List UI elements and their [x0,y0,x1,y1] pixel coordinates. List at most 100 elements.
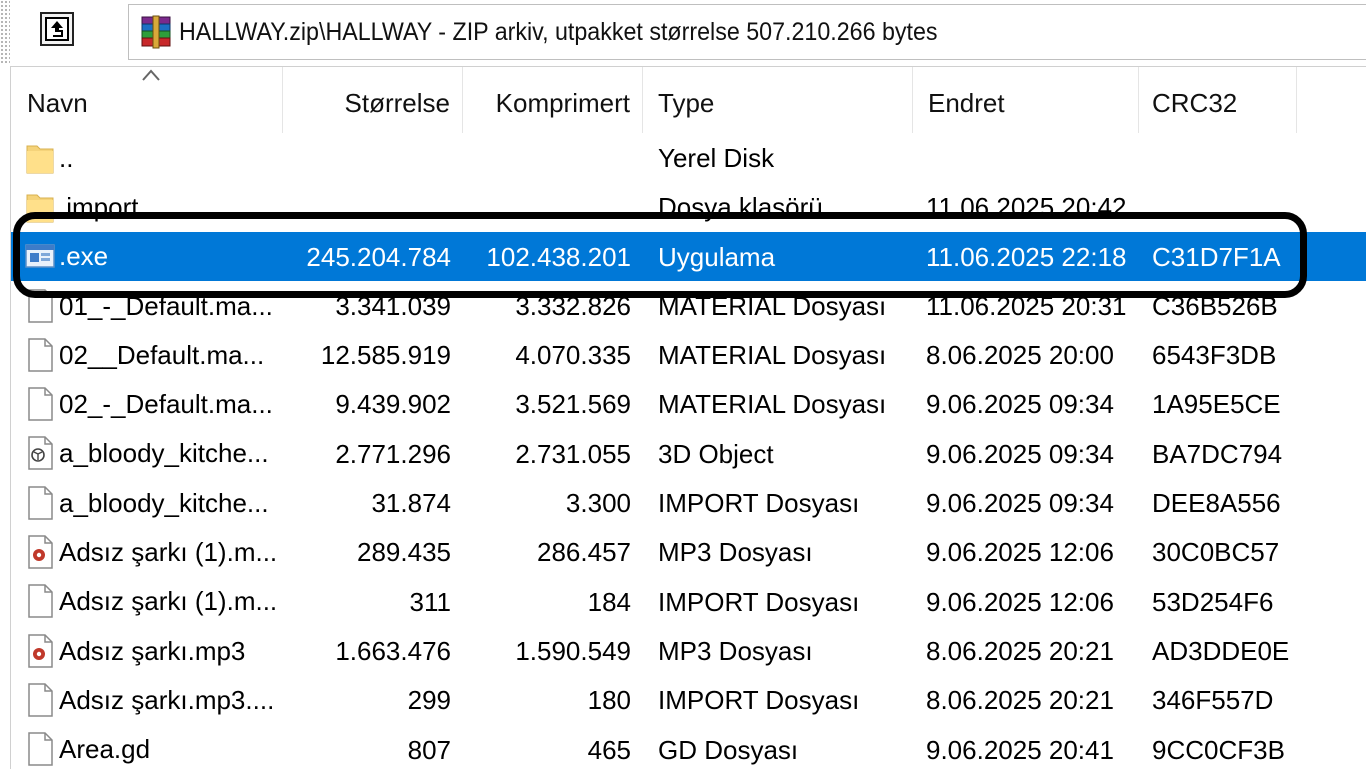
file-type: MP3 Dosyası [658,537,813,568]
file-modified: 11.06.2025 22:18 [926,241,1127,272]
file-name: Adsız şarkı.mp3.... [25,675,287,724]
file-size: 289.435 [357,537,451,568]
file-size [299,182,451,231]
file-size: 807 [407,734,451,765]
file-compressed-size: 3.521.569 [515,389,631,420]
file-row[interactable]: Adsız şarkı (1).m... 311 184 IMPORT Dosyası… [11,577,1366,626]
file-modified: 9.06.2025 12:06 [926,586,1114,617]
file-size: 9.439.902 [335,389,451,420]
file-name-label: Adsız şarkı.mp3 [59,635,246,666]
file-compressed-size: 2.731.055 [515,438,631,469]
file-compressed-size: 1.590.549 [515,635,631,666]
file-name-label: Area.gd [59,734,151,765]
file-row[interactable]: 02_-_Default.ma... 9.439.902 3.521.569 MATE… [11,379,1366,428]
column-compressed[interactable]: Komprimert [463,67,643,133]
file-row[interactable]: .. Yerel Disk [11,133,1366,182]
file-compressed-size: 180 [587,685,631,716]
column-size-label: Størrelse [344,88,450,118]
file-row[interactable]: Adsız şarkı.mp3.... 299 180 IMPORT Dosyası 8… [11,675,1366,724]
column-crc-label: CRC32 [1152,88,1238,118]
file-name-label: Adsız şarkı (1).m... [59,537,278,568]
file-crc: C31D7F1A [1152,241,1281,272]
file-list[interactable]: Navn Størrelse Komprimert Type Endret CR… [10,66,1366,769]
file-modified: 8.06.2025 20:00 [926,340,1114,371]
file-icon [28,387,53,421]
file-compressed-size: 184 [587,586,631,617]
file-modified: 8.06.2025 20:21 [926,635,1114,666]
file-name: 02_-_Default.ma... [25,379,287,428]
file-row[interactable]: Area.gd 807 465 GD Dosyası 9.06.2025 20:41 9C… [11,725,1366,769]
file-compressed-size: 102.438.201 [486,241,631,272]
file-type: IMPORT Dosyası [658,586,860,617]
file-crc: C36B526B [1152,290,1278,321]
file-name-label: .exe [59,241,109,272]
file-type: Dosya klasörü [658,192,823,223]
file-compressed-size: 3.332.826 [515,290,631,321]
address-bar: HALLWAY.zip\HALLWAY - ZIP arkiv, utpakke… [0,0,1366,64]
archive-path-text: HALLWAY.zip\HALLWAY - ZIP arkiv, utpakke… [179,17,938,46]
file-row-selected[interactable]: .exe 245.204.784 102.438.201 Uygulama 11.06.… [11,231,1366,281]
column-size[interactable]: Størrelse [283,67,463,133]
column-name-label: Navn [27,88,88,118]
file-crc: 30C0BC57 [1152,537,1280,568]
file-icon [28,683,53,717]
file-name-label: a_bloody_kitche... [59,487,269,518]
up-one-level-button[interactable] [40,12,74,46]
toolbar-grip [0,0,10,64]
file-size: 245.204.784 [306,241,451,272]
file-crc: BA7DC794 [1152,438,1283,469]
file-name-label: Adsız şarkı (1).m... [59,586,278,617]
file-name: 02__Default.ma... [25,330,287,379]
file-name: a_bloody_kitche... [25,429,287,478]
file-compressed-size [471,182,631,231]
file-modified: 9.06.2025 09:34 [926,488,1114,519]
file-row[interactable]: 01_-_Default.ma... 3.341.039 3.332.826 MATE… [11,281,1366,330]
audio-file-icon [28,633,53,668]
file-type: Yerel Disk [658,143,775,173]
file-row[interactable]: 02__Default.ma... 12.585.919 4.070.335 MATE… [11,330,1366,379]
file-type: Uygulama [658,241,776,272]
column-type[interactable]: Type [643,67,913,133]
file-compressed-size: 4.070.335 [515,340,631,371]
column-modified[interactable]: Endret [913,67,1139,133]
file-name: Adsız şarkı (1).m... [25,527,287,576]
file-size: 1.663.476 [335,635,451,666]
file-crc: 6543F3DB [1152,340,1277,371]
file-icon [28,732,53,766]
file-size: 311 [409,586,451,617]
column-header: Navn Størrelse Komprimert Type Endret CR… [11,67,1366,133]
file-crc [1152,133,1352,182]
archive-path-field[interactable]: HALLWAY.zip\HALLWAY - ZIP arkiv, utpakke… [128,4,1366,60]
column-name[interactable]: Navn [11,67,283,133]
file-name-label: 02__Default.ma... [59,339,265,370]
audio-file-icon [28,535,53,569]
file-name-label: .import [59,191,139,222]
file-name: .import [25,182,287,231]
column-crc[interactable]: CRC32 [1139,67,1297,133]
file-crc: 53D254F6 [1152,586,1274,617]
file-row[interactable]: .import Dosya klasörü 11.06.2025 20:42 [11,182,1366,231]
file-row[interactable]: Adsız şarkı.mp3 1.663.476 1.590.549 MP3 Dos… [11,626,1366,675]
column-type-label: Type [658,88,715,118]
file-crc: 1A95E5CE [1152,389,1281,420]
file-crc: 346F557D [1152,685,1274,716]
file-icon [28,584,53,619]
3d-object-icon [28,436,53,471]
file-name-label: 01_-_Default.ma... [59,290,273,321]
file-type: MATERIAL Dosyası [658,389,887,420]
file-modified: 11.06.2025 20:31 [926,290,1127,321]
file-row[interactable]: a_bloody_kitche... 31.874 3.300 IMPORT Dosy… [11,478,1366,527]
file-row[interactable]: Adsız şarkı (1).m... 289.435 286.457 MP3 Do… [11,527,1366,576]
file-size: 3.341.039 [335,290,451,321]
file-size: 299 [407,685,451,716]
file-row[interactable]: a_bloody_kitche... 2.771.296 2.731.055 3D O… [11,429,1366,478]
file-icon [28,288,53,323]
column-modified-label: Endret [928,88,1005,118]
file-name: a_bloody_kitche... [25,478,287,527]
file-modified [926,133,1146,182]
file-type: IMPORT Dosyası [658,685,860,716]
file-type: 3D Object [658,438,774,469]
file-name: Adsız şarkı.mp3 [25,626,287,675]
sort-ascending-icon [142,69,160,81]
file-name-label: Adsız şarkı.mp3.... [59,684,275,715]
